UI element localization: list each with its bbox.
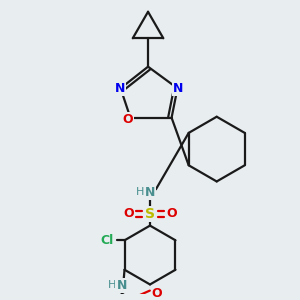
Text: Cl: Cl [100, 234, 113, 247]
Text: H: H [108, 280, 116, 290]
Text: O: O [152, 287, 162, 300]
Text: O: O [122, 113, 133, 126]
Text: O: O [123, 207, 134, 220]
Text: N: N [114, 82, 125, 95]
Text: S: S [145, 207, 155, 221]
Text: N: N [145, 186, 155, 199]
Text: O: O [166, 207, 177, 220]
Text: N: N [173, 82, 184, 95]
Text: N: N [116, 279, 127, 292]
Text: H: H [136, 187, 144, 197]
